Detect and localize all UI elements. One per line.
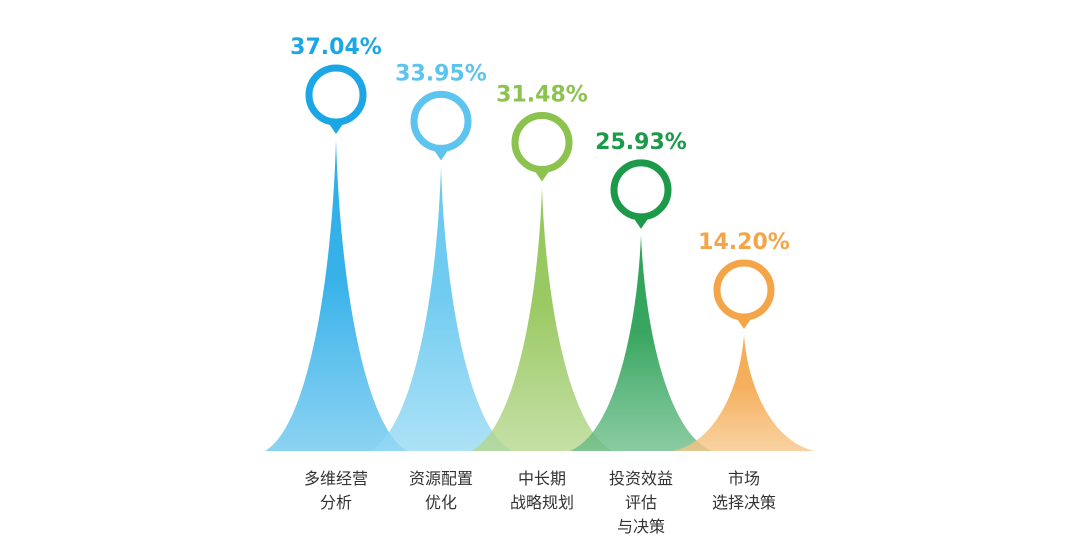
category-label-4-line-1: 投资效益 (609, 469, 673, 488)
value-label-3: 31.48% (496, 82, 588, 107)
value-label-5: 14.20% (698, 230, 790, 255)
category-label-3-line-2: 战略规划 (510, 493, 574, 512)
category-label-3-line-1: 中长期 (518, 469, 566, 488)
value-label-1: 37.04% (290, 35, 382, 60)
pin-marker-4 (610, 159, 672, 229)
category-label-4-line-3: 与决策 (617, 517, 665, 536)
category-label-5-line-1: 市场 (728, 469, 760, 488)
category-label-5-line-2: 选择决策 (712, 493, 776, 512)
value-label-2: 33.95% (395, 61, 487, 86)
pin-marker-5 (713, 259, 775, 329)
peak-5 (673, 335, 815, 451)
markers-layer (305, 64, 775, 329)
category-label-1-line-2: 分析 (320, 493, 352, 512)
category-label-1-line-1: 多维经营 (304, 469, 368, 488)
value-label-4: 25.93% (595, 130, 687, 155)
pin-marker-1 (305, 64, 367, 134)
peaks-layer (265, 140, 815, 451)
peak-4 (570, 234, 712, 451)
peak-3 (471, 187, 613, 451)
pin-marker-3 (511, 111, 573, 182)
category-label-2-line-2: 优化 (425, 493, 457, 512)
category-label-2-line-1: 资源配置 (409, 469, 473, 488)
peak-2 (370, 166, 512, 451)
peak-1 (265, 140, 407, 451)
pin-marker-2 (410, 90, 472, 161)
category-label-4-line-2: 评估 (625, 493, 657, 512)
